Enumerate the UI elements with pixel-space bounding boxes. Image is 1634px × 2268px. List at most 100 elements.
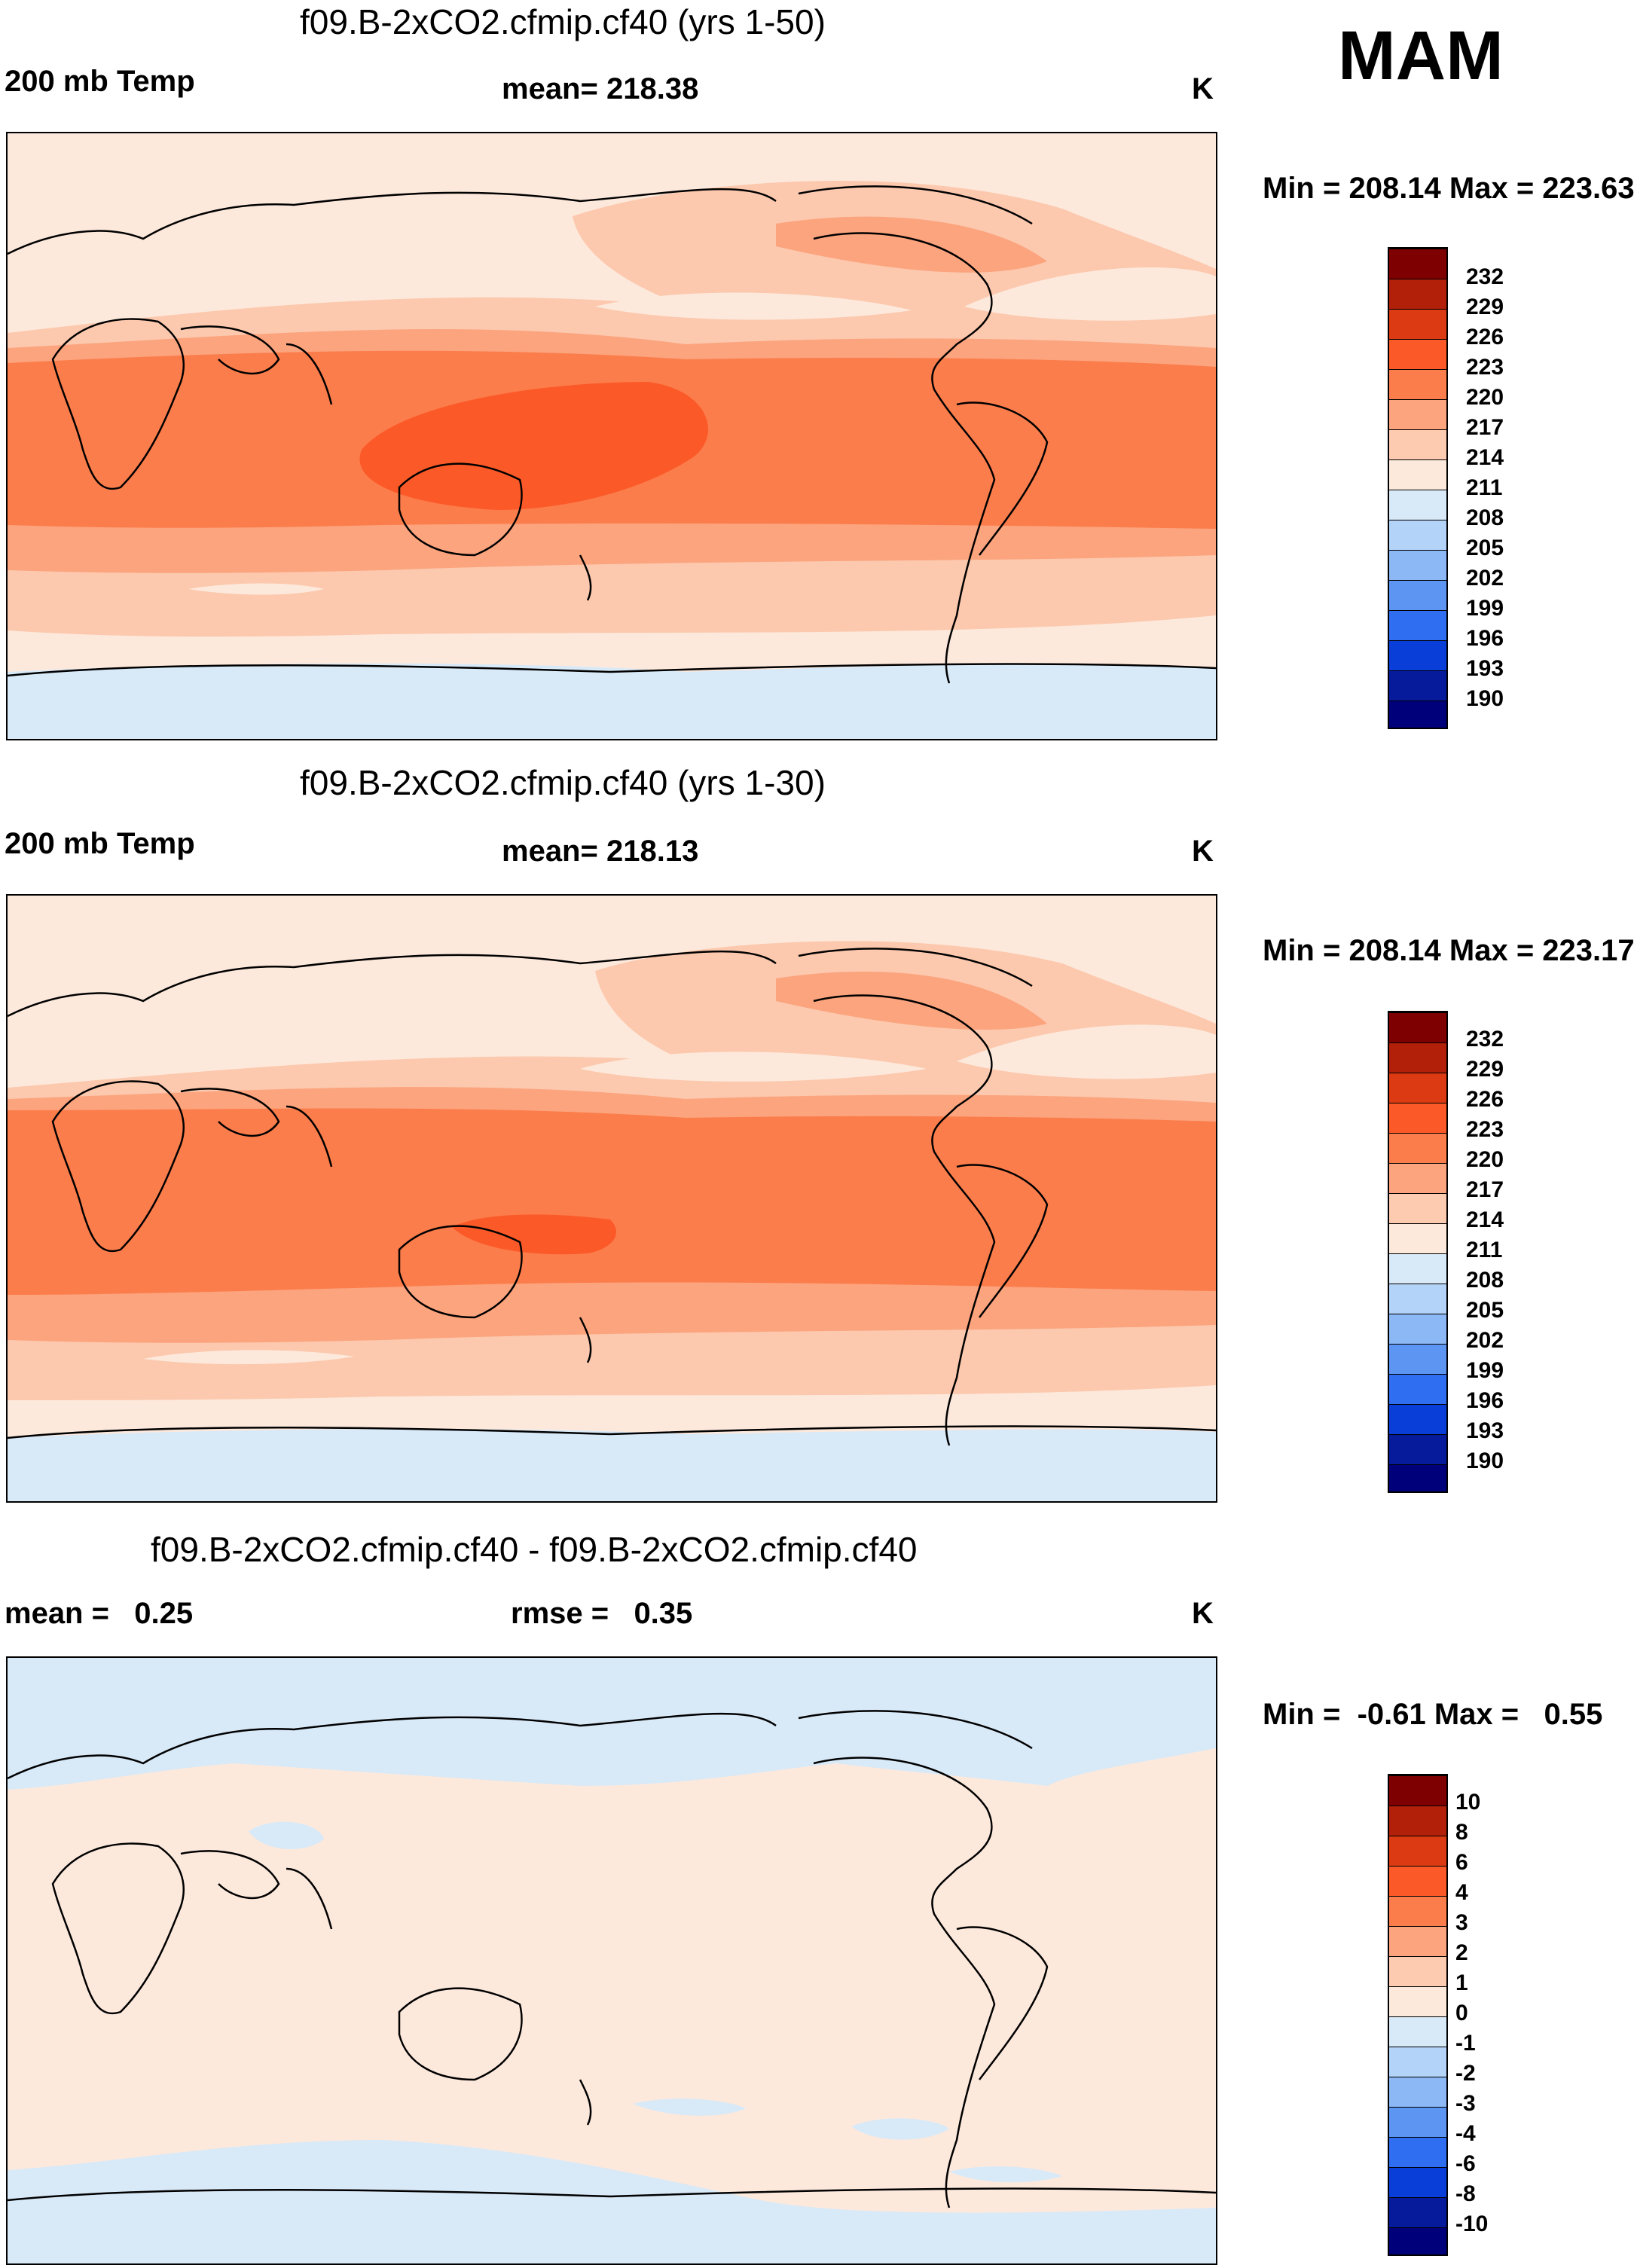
cb2-tick: 229 [1466,1057,1504,1082]
panel-1-coastlines [8,185,1216,684]
colorbar-3-cell-5 [1389,1926,1446,1956]
panel-1-mean-label: mean= 218.38 [502,72,699,105]
colorbar-3-cell-1 [1389,1806,1446,1836]
panel-2-coastlines [8,948,1216,1446]
cb2-tick: 232 [1466,1027,1504,1052]
colorbar-2-cell-3 [1389,1103,1446,1133]
colorbar-3-cell-10 [1389,2077,1446,2107]
cb2-tick: 196 [1466,1388,1504,1413]
cb1-tick: 217 [1466,415,1504,440]
colorbar-3-cell-3 [1389,1866,1446,1896]
colorbar-2-cell-4 [1389,1133,1446,1163]
colorbar-1-cell-3 [1389,339,1446,369]
panel-1-contours [8,133,1216,739]
panel-2-contours [8,896,1216,1501]
colorbar-1-cell-14 [1389,670,1446,701]
panel-1-minmax-label: Min = 208.14 Max = 223.63 [1263,172,1634,205]
panel-2-title: f09.B-2xCO2.cfmip.cf40 (yrs 1-30) [300,763,826,802]
colorbar-1-cell-8 [1389,490,1446,520]
cb2-tick: 220 [1466,1147,1504,1172]
colorbar-1-cell-1 [1389,279,1446,309]
colorbar-2-cell-11 [1389,1344,1446,1374]
panel-1-units-label: K [1192,72,1214,105]
cb1-tick: 226 [1466,325,1504,350]
panel-2-left-label: 200 mb Temp [5,827,195,860]
colorbar-1-cell-0 [1389,249,1446,279]
panel-2-units-label: K [1192,835,1214,868]
panel-3-map [6,1656,1217,2265]
colorbar-2-cell-8 [1389,1253,1446,1284]
panel-3-coastlines [8,1710,1216,2208]
colorbar-2-cell-0 [1389,1012,1446,1042]
panel-1-title: f09.B-2xCO2.cfmip.cf40 (yrs 1-50) [300,2,826,41]
colorbar-1-cell-4 [1389,369,1446,399]
cb3-tick: 8 [1455,1820,1468,1845]
colorbar-3-cell-0 [1389,1775,1446,1806]
colorbar-1-cell-2 [1389,309,1446,339]
colorbar-1-cell-5 [1389,399,1446,429]
panel-3-units-label: K [1192,1597,1214,1630]
colorbar-2-cell-10 [1389,1314,1446,1344]
colorbar-2-cell-5 [1389,1163,1446,1193]
cb3-tick: 10 [1455,1790,1481,1815]
cb2-tick: 190 [1466,1448,1504,1473]
cb2-tick: 202 [1466,1328,1504,1353]
cb2-tick: 223 [1466,1117,1504,1142]
colorbar-2-cell-7 [1389,1223,1446,1253]
cb3-tick: -6 [1455,2151,1476,2176]
cb2-tick: 211 [1466,1238,1503,1262]
panel-2-mean-label: mean= 218.13 [502,835,699,868]
panel-2-map [6,894,1217,1503]
cb3-tick: 6 [1455,1850,1468,1875]
cb3-tick: 0 [1455,2001,1468,2025]
colorbar-2-cell-1 [1389,1042,1446,1073]
panel-1-colorbar [1388,247,1448,729]
cb3-tick: -2 [1455,2061,1476,2086]
colorbar-1-cell-11 [1389,580,1446,610]
colorbar-3-cell-12 [1389,2137,1446,2167]
cb2-tick: 193 [1466,1418,1504,1443]
cb1-tick: 229 [1466,295,1504,319]
colorbar-3-cell-14 [1389,2197,1446,2227]
cb1-tick: 208 [1466,505,1504,530]
cb3-tick: -3 [1455,2091,1476,2116]
panel-1-map [6,132,1217,740]
colorbar-1-cell-15 [1389,701,1446,728]
colorbar-3-cell-6 [1389,1956,1446,1986]
colorbar-3-cell-9 [1389,2047,1446,2077]
colorbar-3-cell-11 [1389,2107,1446,2137]
cb3-tick: -8 [1455,2181,1476,2206]
panel-3-colorbar [1388,1774,1448,2256]
colorbar-2-cell-15 [1389,1464,1446,1491]
cb1-tick: 232 [1466,264,1504,289]
cb2-tick: 217 [1466,1177,1504,1202]
cb3-tick: -1 [1455,2031,1476,2056]
colorbar-1-cell-6 [1389,429,1446,459]
cb1-tick: 193 [1466,656,1504,681]
panel-3-mean-label: mean = 0.25 [5,1597,194,1630]
panel-1-left-label: 200 mb Temp [5,65,195,98]
colorbar-2-cell-6 [1389,1193,1446,1223]
colorbar-1-cell-10 [1389,550,1446,580]
colorbar-2-cell-2 [1389,1073,1446,1103]
colorbar-3-cell-8 [1389,2016,1446,2047]
colorbar-3-cell-13 [1389,2167,1446,2197]
colorbar-2-cell-14 [1389,1434,1446,1464]
cb2-tick: 205 [1466,1298,1504,1323]
colorbar-1-cell-13 [1389,640,1446,670]
colorbar-2-cell-9 [1389,1284,1446,1314]
colorbar-1-cell-12 [1389,610,1446,640]
season-label: MAM [1338,17,1504,94]
cb1-tick: 214 [1466,445,1504,470]
colorbar-2-cell-13 [1389,1404,1446,1434]
colorbar-3-cell-4 [1389,1896,1446,1926]
cb3-tick: -10 [1455,2212,1489,2236]
colorbar-3-cell-15 [1389,2227,1446,2254]
cb1-tick: 223 [1466,355,1504,380]
cb2-tick: 214 [1466,1207,1504,1232]
cb1-tick: 220 [1466,385,1504,410]
colorbar-1-cell-7 [1389,459,1446,490]
colorbar-3-cell-2 [1389,1836,1446,1866]
cb1-tick: 196 [1466,626,1504,651]
panel-3-rmse-label: rmse = 0.35 [511,1597,693,1630]
